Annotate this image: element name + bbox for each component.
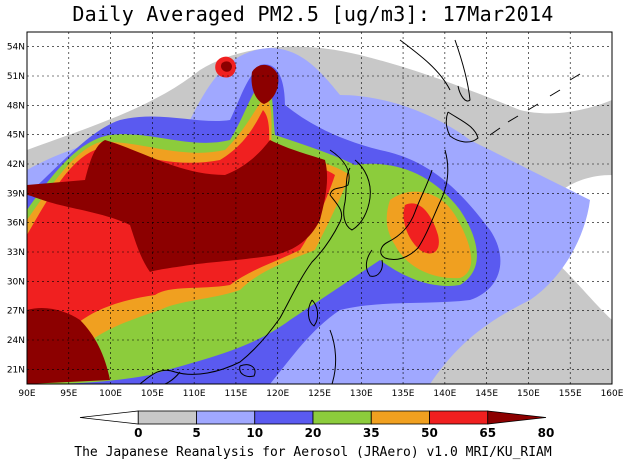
lon-label: 160E [601,389,624,399]
lon-label: 100E [99,389,122,399]
lat-label: 48N [7,101,25,111]
coast-china [139,149,350,385]
lat-label: 45N [7,131,25,141]
lon-label: 105E [141,389,164,399]
coast-vietnam [164,371,181,385]
colorbar-swatch [137,410,197,425]
lon-label: 150E [517,389,540,399]
lon-label: 95E [60,389,77,399]
field-darkred-south [27,308,110,384]
coast-japan-kyushu [365,249,383,277]
field-darkred-main [27,140,328,272]
colorbar-swatch [79,410,139,425]
coast-hainan [239,364,256,377]
lat-label: 54N [7,43,25,53]
coastlines [139,39,581,385]
lon-label: 90E [18,389,35,399]
colorbar-label: 65 [479,426,496,440]
coast-korea [343,159,371,231]
lat-label: 24N [7,336,25,346]
field-darkred-north [251,64,279,104]
colorbar-swatch [370,410,430,425]
colorbar-swatch [196,410,256,425]
longitude-labels: 90E 95E 100E 105E 110E 115E 120E 125E 130E 135E 14… [18,389,623,399]
map-title: Daily Averaged PM2.5 [ug/m3]: 17Mar2014 [72,2,554,26]
field-darkred-north2 [220,61,232,72]
colorbar: 0 5 10 20 35 50 65 80 [79,410,555,440]
coast-japan-honshu [380,149,449,261]
lat-label: 33N [7,248,25,258]
lon-label: 145E [475,389,498,399]
colorbar-swatch [429,410,489,425]
lon-label: 155E [559,389,582,399]
colorbar-swatch [312,410,372,425]
colorbar-label: 5 [192,426,200,440]
lat-label: 21N [7,365,25,375]
colorbar-label: 80 [538,426,555,440]
coast-seaofokhotsk [399,39,451,91]
lat-label: 39N [7,189,25,199]
lat-label: 42N [7,160,25,170]
lon-label: 130E [350,389,373,399]
field-red-japan [403,203,439,254]
lon-label: 140E [433,389,456,399]
colorbar-label: 0 [134,426,142,440]
coast-philippines [329,329,337,385]
coast-hokkaido [445,111,479,143]
colorbar-swatch [254,410,314,425]
lon-label: 135E [392,389,415,399]
lat-label: 30N [7,277,25,287]
lon-label: 110E [183,389,206,399]
gridlines [27,32,612,384]
lat-label: 27N [7,307,25,317]
colorbar-label: 10 [246,426,263,440]
colorbar-label: 35 [363,426,380,440]
coast-taiwan [307,299,319,327]
lon-label: 115E [224,389,247,399]
colorbar-label: 50 [421,426,438,440]
lat-label: 51N [7,72,25,82]
lon-label: 125E [308,389,331,399]
lat-label: 36N [7,219,25,229]
coast-kuril [489,73,581,136]
latitude-labels: 54N 51N 48N 45N 42N 39N 36N 33N 30N 27N 24N 21N [7,43,25,376]
coast-sakhalin [454,39,471,102]
colorbar-swatch [487,410,547,425]
colorbar-label: 20 [305,426,322,440]
footer-credit: The Japanese Reanalysis for Aerosol (JRA… [74,445,552,460]
lon-label: 120E [266,389,289,399]
